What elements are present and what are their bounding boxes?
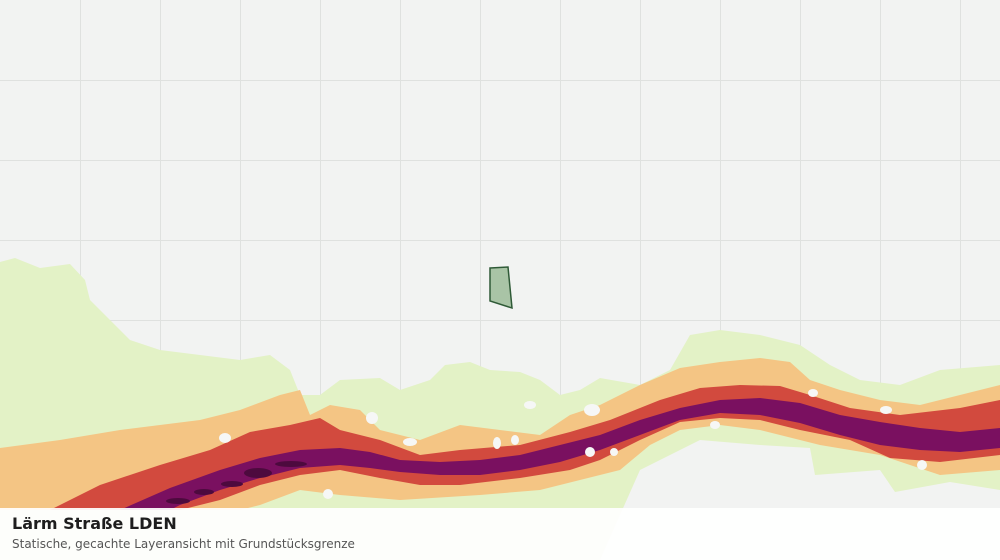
noise-zone-extreme <box>166 461 307 504</box>
layer-subtitle: Statische, gecachte Layeransicht mit Gru… <box>12 537 355 551</box>
parcel-boundary <box>489 266 513 310</box>
noise-zone-very-high <box>120 398 1000 510</box>
layer-title: Lärm Straße LDEN <box>12 514 177 533</box>
noise-holes <box>219 389 927 499</box>
noise-zone-high <box>50 385 1000 510</box>
caption-bar: Lärm Straße LDEN Statische, gecachte Lay… <box>0 508 1000 560</box>
